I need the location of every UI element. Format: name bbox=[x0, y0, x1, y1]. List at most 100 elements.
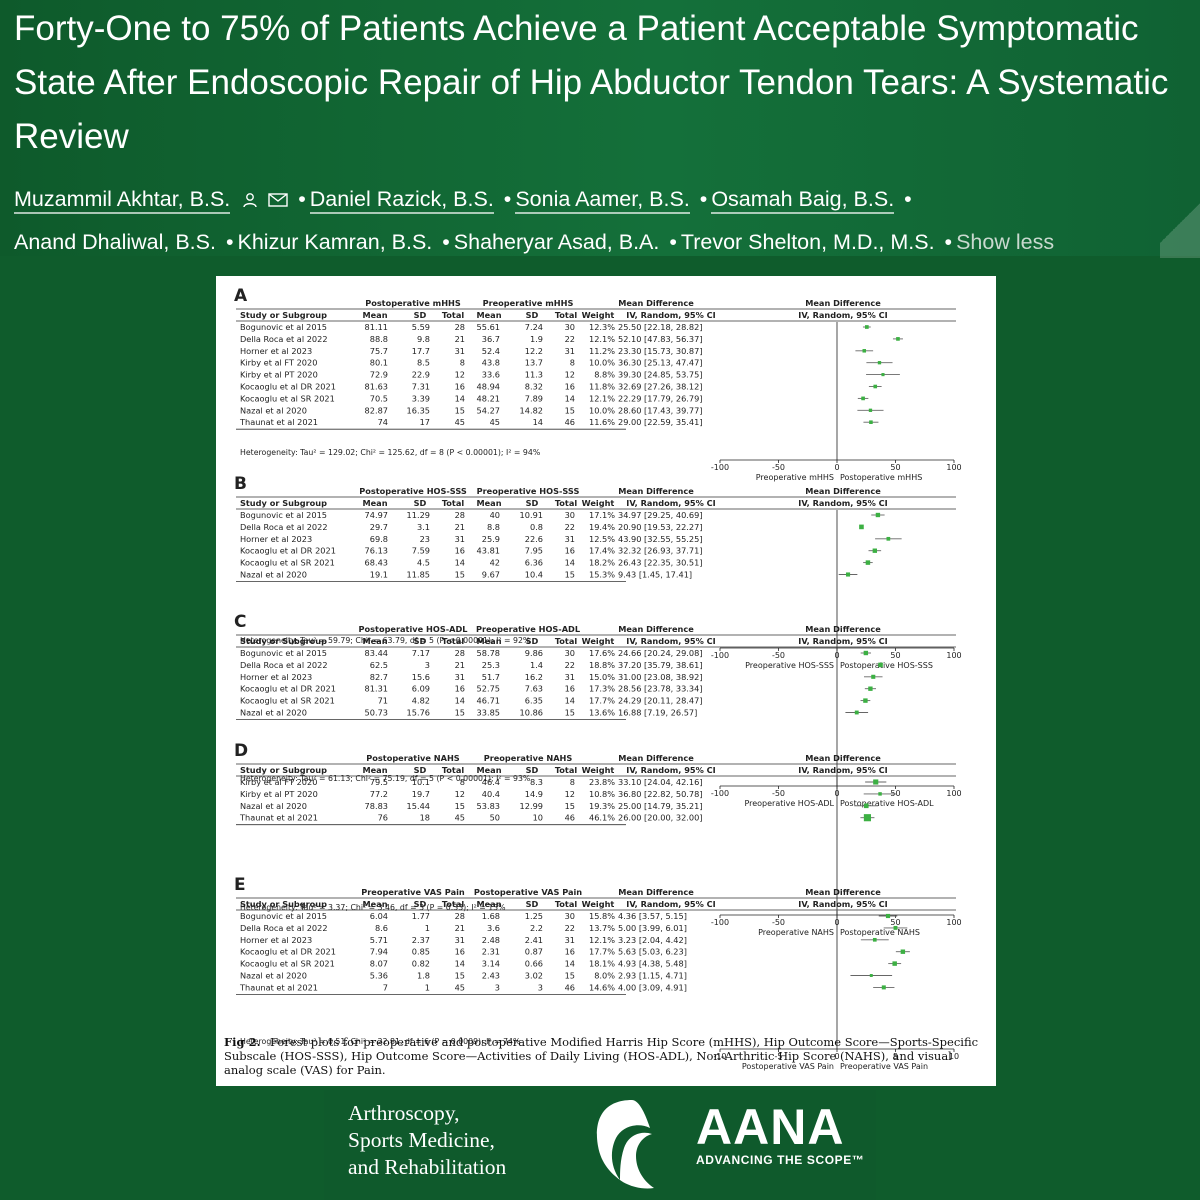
study-name: Bogunovic et al 2015 bbox=[240, 911, 327, 921]
study-name: Nazal et al 2020 bbox=[240, 570, 307, 580]
group1-total: 16 bbox=[455, 684, 465, 694]
group2-total: 31 bbox=[565, 672, 575, 682]
sd-column-header: SD bbox=[526, 310, 539, 320]
group2-header: Preoperative NAHS bbox=[484, 753, 573, 763]
author-link[interactable]: Daniel Razick, B.S. bbox=[309, 187, 494, 214]
journal-name-line: Arthroscopy, bbox=[348, 1101, 460, 1125]
group2-sd: 13.7 bbox=[525, 358, 543, 368]
study-name: Thaunat et al 2021 bbox=[239, 813, 318, 823]
study-estimate-marker bbox=[878, 662, 883, 668]
mean-difference-header: Mean Difference bbox=[618, 753, 694, 763]
group1-mean: 78.83 bbox=[365, 801, 388, 811]
group2-sd: 10.91 bbox=[520, 510, 543, 520]
group1-sd: 11.29 bbox=[407, 510, 430, 520]
author-link[interactable]: Sonia Aamer, B.S. bbox=[515, 187, 690, 214]
study-weight: 19.3% bbox=[589, 801, 615, 811]
ci-column-header: IV, Random, 95% CI bbox=[626, 310, 715, 320]
x-axis-tick-label: -100 bbox=[711, 918, 729, 927]
group2-total: 8 bbox=[570, 777, 575, 787]
group1-sd: 1 bbox=[425, 923, 430, 933]
study-weight: 17.1% bbox=[589, 510, 615, 520]
group2-total: 22 bbox=[565, 923, 575, 933]
group2-sd: 3 bbox=[538, 982, 543, 992]
author-link[interactable]: Khizur Kamran, B.S. bbox=[237, 230, 433, 254]
group2-sd: 6.35 bbox=[525, 696, 543, 706]
study-weight: 15.0% bbox=[589, 672, 615, 682]
group2-mean: 33.6 bbox=[482, 370, 500, 380]
group2-total: 14 bbox=[565, 696, 575, 706]
study-name: Thaunat et al 2021 bbox=[239, 417, 318, 427]
group1-total: 28 bbox=[455, 648, 465, 658]
x-axis-tick-label: -100 bbox=[711, 463, 729, 472]
ci-plot-header: IV, Random, 95% CI bbox=[798, 310, 887, 320]
mean-column-header: Mean bbox=[362, 498, 387, 508]
author-list: Muzammil Akhtar, B.S. • Daniel Razick, B.… bbox=[14, 178, 1200, 264]
study-name: Kirby et al PT 2020 bbox=[240, 789, 318, 799]
group2-mean: 46.4 bbox=[482, 777, 500, 787]
group1-sd: 17.7 bbox=[412, 346, 430, 356]
group2-mean: 2.31 bbox=[482, 947, 500, 957]
author-link[interactable]: Shaheryar Asad, B.A. bbox=[453, 230, 660, 254]
x-axis-tick-label: 100 bbox=[946, 651, 961, 660]
x-axis-tick-label: -50 bbox=[772, 463, 785, 472]
person-icon[interactable] bbox=[242, 192, 258, 208]
mean-difference-ci: 28.60 [17.43, 39.77] bbox=[618, 405, 703, 415]
group2-mean: 58.78 bbox=[477, 648, 500, 658]
mean-difference-ci: 24.66 [20.24, 29.08] bbox=[618, 648, 703, 658]
show-less-link[interactable]: Show less bbox=[956, 230, 1055, 254]
group1-total: 21 bbox=[455, 923, 465, 933]
study-weight: 10.0% bbox=[589, 405, 615, 415]
study-name: Nazal et al 2020 bbox=[240, 708, 307, 718]
group1-total: 21 bbox=[455, 334, 465, 344]
study-name: Della Roca et al 2022 bbox=[240, 334, 328, 344]
study-weight: 14.6% bbox=[589, 982, 615, 992]
author-link[interactable]: Osamah Baig, B.S. bbox=[711, 187, 895, 214]
group1-mean: 5.36 bbox=[370, 971, 388, 981]
x-axis-tick-label: 5 bbox=[893, 1052, 898, 1061]
group2-total: 46 bbox=[565, 417, 575, 427]
author-link[interactable]: Muzammil Akhtar, B.S. bbox=[14, 187, 231, 214]
group1-sd: 18 bbox=[420, 813, 430, 823]
group1-sd: 22.9 bbox=[412, 370, 430, 380]
mean-difference-ci: 26.00 [20.00, 32.00] bbox=[618, 813, 703, 823]
author-link[interactable]: Anand Dhaliwal, B.S. bbox=[14, 230, 216, 254]
group1-total: 21 bbox=[455, 522, 465, 532]
study-name: Kocaoglu et al DR 2021 bbox=[240, 684, 336, 694]
group1-mean: 88.8 bbox=[370, 334, 388, 344]
author-link[interactable]: Trevor Shelton, M.D., M.S. bbox=[680, 230, 935, 254]
study-estimate-marker bbox=[869, 974, 873, 977]
email-icon[interactable] bbox=[268, 193, 288, 208]
group1-mean: 77.2 bbox=[370, 789, 388, 799]
mean-column-header: Mean bbox=[476, 310, 501, 320]
x-axis-tick-label: -100 bbox=[711, 651, 729, 660]
group1-sd: 7.17 bbox=[412, 648, 430, 658]
aana-logo[interactable]: AANA ADVANCING THE SCOPE™ bbox=[540, 1090, 876, 1200]
study-estimate-marker bbox=[869, 420, 873, 424]
axis-right-label: Postoperative NAHS bbox=[840, 928, 920, 937]
study-weight: 11.2% bbox=[589, 346, 615, 356]
mean-difference-ci: 37.20 [35.79, 38.61] bbox=[618, 660, 703, 670]
mean-difference-ci: 29.00 [22.59, 35.41] bbox=[618, 417, 703, 427]
group1-mean: 50.73 bbox=[365, 708, 388, 718]
study-estimate-marker bbox=[868, 408, 873, 412]
mean-difference-ci: 33.10 [24.04, 42.16] bbox=[618, 777, 703, 787]
mean-difference-header: Mean Difference bbox=[618, 887, 694, 897]
caption-text-line: analog scale (VAS) for Pain. bbox=[224, 1063, 386, 1077]
group2-mean: 25.3 bbox=[482, 660, 500, 670]
study-weight: 12.1% bbox=[589, 334, 615, 344]
study-weight: 12.1% bbox=[589, 393, 615, 403]
group1-total: 21 bbox=[455, 660, 465, 670]
group1-sd: 1 bbox=[425, 982, 430, 992]
group2-sd: 1.25 bbox=[525, 911, 543, 921]
study-estimate-marker bbox=[875, 512, 881, 518]
axis-left-label: Postoperative VAS Pain bbox=[742, 1062, 834, 1071]
group1-sd: 7.59 bbox=[412, 546, 430, 556]
total-column-header: Total bbox=[442, 636, 465, 646]
group1-mean: 70.5 bbox=[370, 393, 388, 403]
group2-mean: 53.83 bbox=[477, 801, 500, 811]
ci-plot-header: IV, Random, 95% CI bbox=[798, 899, 887, 909]
journal-logo[interactable]: Arthroscopy, Sports Medicine, and Rehabi… bbox=[324, 1090, 540, 1200]
group1-total: 31 bbox=[455, 534, 465, 544]
study-estimate-marker bbox=[868, 686, 873, 691]
group1-mean: 75.7 bbox=[370, 346, 388, 356]
